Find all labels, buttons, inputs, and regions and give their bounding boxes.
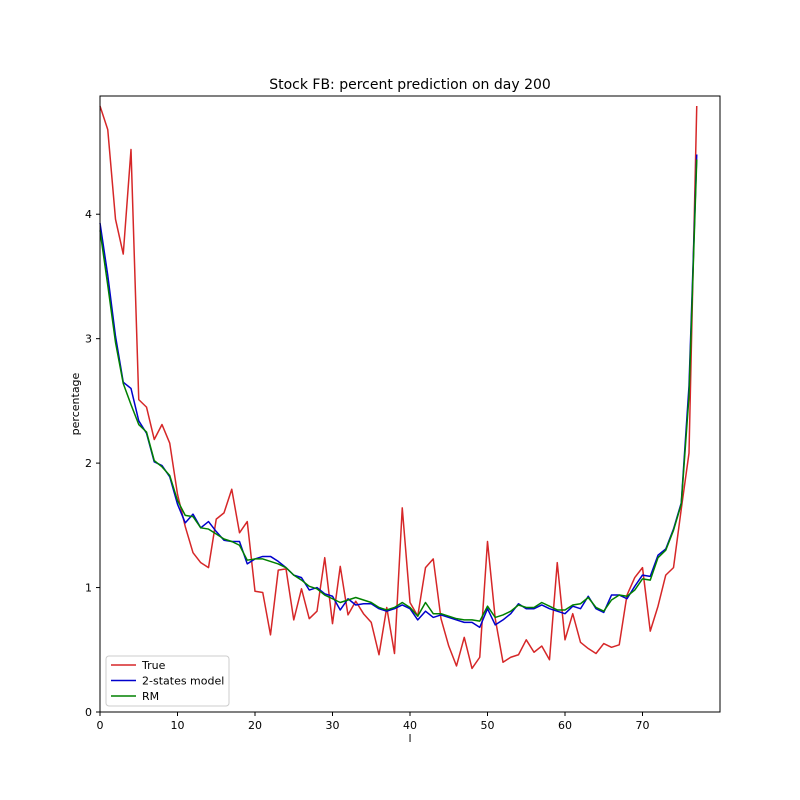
plot-area <box>99 105 698 670</box>
legend-box <box>105 655 230 707</box>
x-tick-label: 0 <box>97 719 104 732</box>
chart-title: Stock FB: percent prediction on day 200 <box>269 77 551 93</box>
legend-label: True <box>141 659 166 672</box>
series-line-true <box>99 105 698 670</box>
legend-label: RM <box>142 690 159 703</box>
x-tick-label: 50 <box>481 719 495 732</box>
x-tick-label: 10 <box>171 719 185 732</box>
x-tick-label: 20 <box>248 719 262 732</box>
y-tick-label: 1 <box>85 582 92 595</box>
y-tick-label: 4 <box>85 208 92 221</box>
legend-label: 2-states model <box>142 675 224 688</box>
x-axis-label: l <box>408 732 411 745</box>
y-tick-label: 0 <box>85 706 92 719</box>
x-tick-label: 60 <box>558 719 572 732</box>
legend: True 2-states model RM <box>105 655 230 707</box>
y-axis-label: percentage <box>69 372 82 435</box>
x-tick-label: 30 <box>326 719 340 732</box>
y-tick-label: 3 <box>85 333 92 346</box>
y-tick-label: 2 <box>85 457 92 470</box>
y-axis: 0 1 2 3 4 <box>85 208 100 719</box>
x-tick-label: 40 <box>403 719 417 732</box>
x-axis: 0 10 20 30 40 50 60 70 <box>97 712 650 732</box>
x-tick-label: 70 <box>636 719 650 732</box>
series-line-rm <box>99 159 698 622</box>
